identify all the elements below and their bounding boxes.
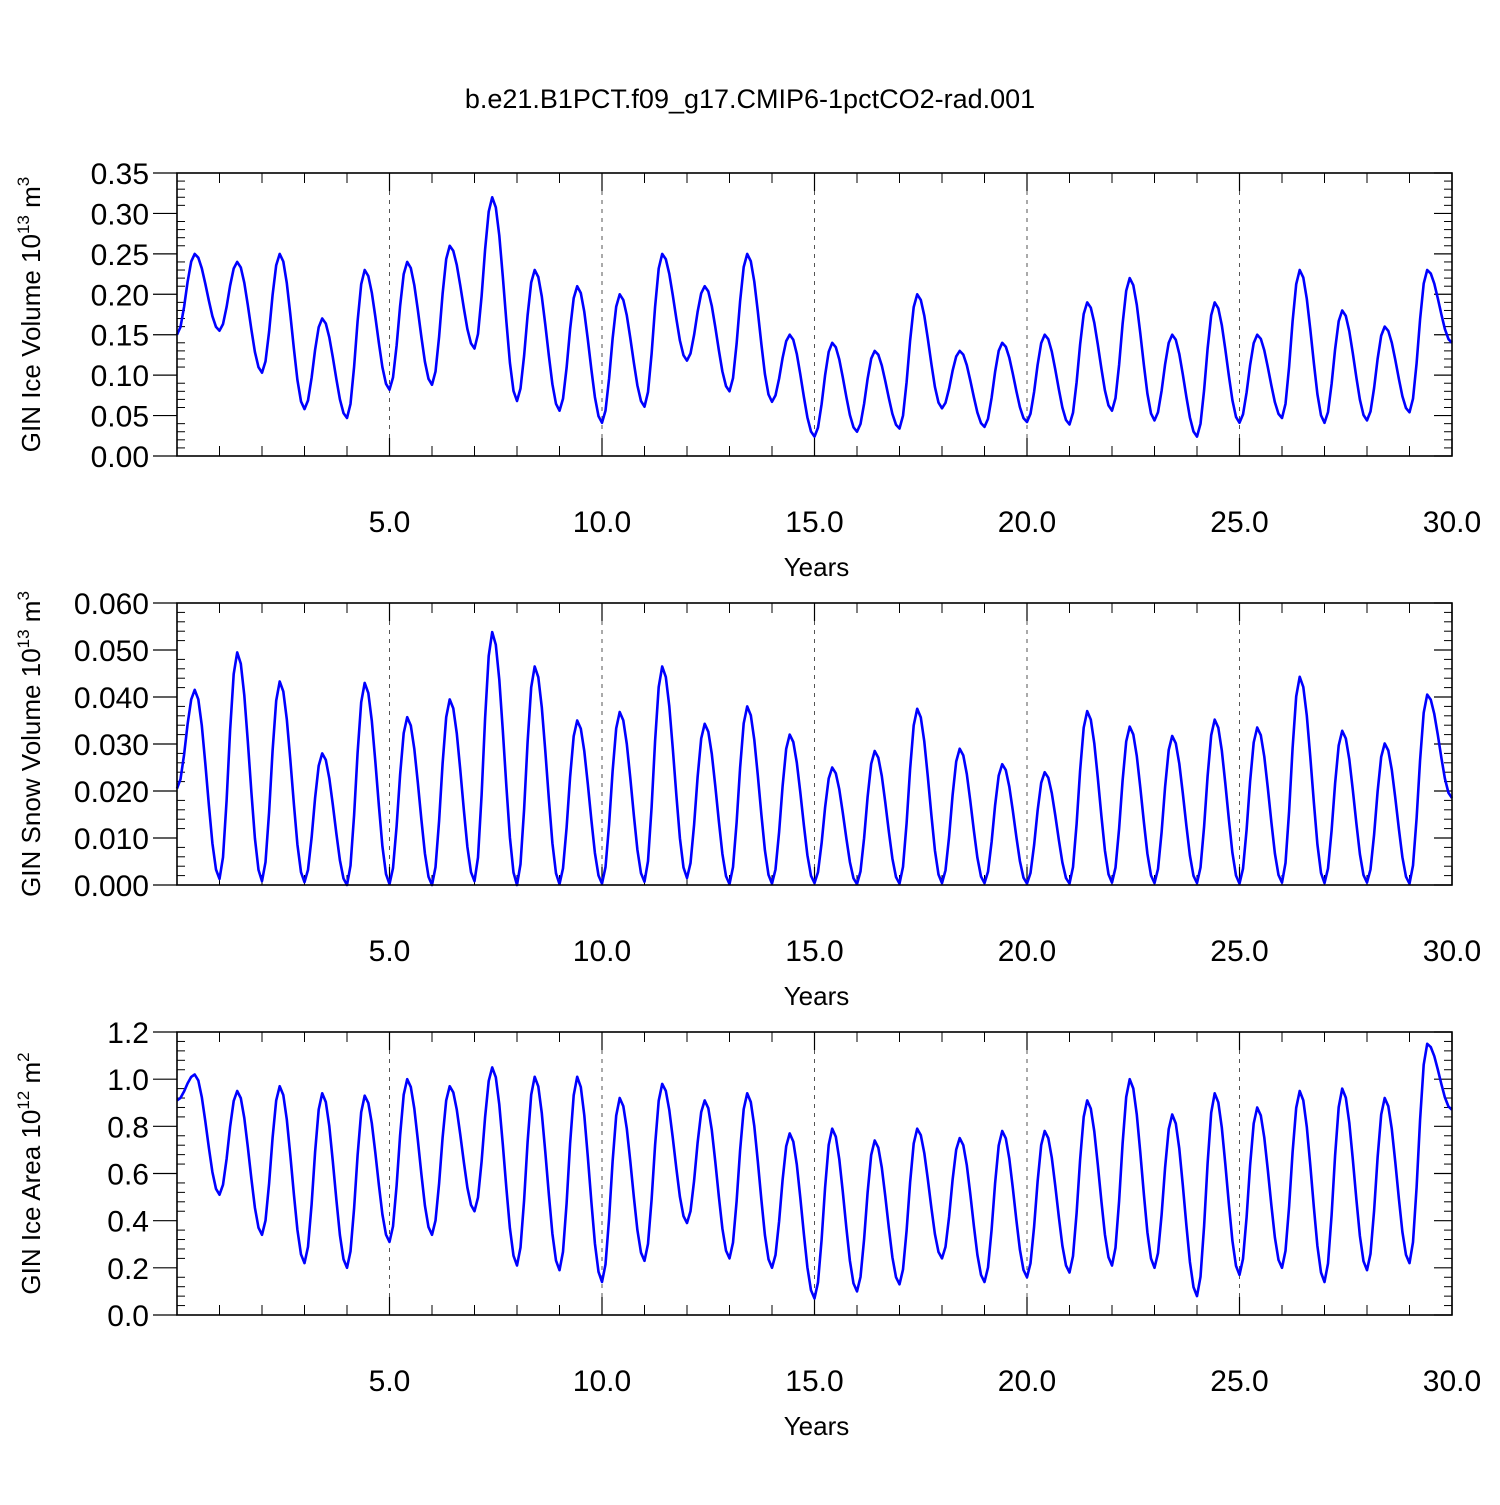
y-tick-label: 1.0 bbox=[107, 1064, 149, 1097]
x-tick-label: 25.0 bbox=[1210, 1365, 1268, 1398]
y-tick-label: 0.4 bbox=[107, 1206, 149, 1239]
y-axis-label-unit: m bbox=[16, 601, 46, 630]
y-axis-label-text: GIN Snow Volume 10 bbox=[16, 648, 46, 897]
x-tick-label: 15.0 bbox=[785, 1365, 843, 1398]
y-axis-label: GIN Snow Volume 1013 m3 bbox=[14, 591, 46, 897]
x-axis-label: Years bbox=[784, 981, 850, 1011]
x-tick-label: 25.0 bbox=[1210, 935, 1268, 968]
y-tick-label: 0.000 bbox=[74, 870, 149, 903]
y-tick-label: 0.35 bbox=[91, 158, 149, 191]
chart-panel-1: 0.00 0.05 0.10 0.15 0.20 0.25 0.30 0.35 5.0 10.0 1… bbox=[14, 158, 1481, 582]
x-tick-label: 20.0 bbox=[998, 1365, 1056, 1398]
y-tick-label: 0.00 bbox=[91, 441, 149, 474]
y-axis-label-exponent: 13 bbox=[14, 215, 33, 234]
x-tick-label: 20.0 bbox=[998, 506, 1056, 539]
x-axis-label: Years bbox=[784, 1411, 850, 1441]
y-tick-label: 0.10 bbox=[91, 360, 149, 393]
y-axis-label: GIN Ice Area 1012 m2 bbox=[14, 1052, 46, 1294]
y-axis-label-exponent: 13 bbox=[14, 629, 33, 648]
series-line bbox=[175, 630, 1454, 887]
x-tick-label: 15.0 bbox=[785, 506, 843, 539]
y-tick-label: 0.15 bbox=[91, 320, 149, 353]
x-tick-label: 5.0 bbox=[369, 1365, 411, 1398]
y-axis-label-unit: m bbox=[16, 186, 46, 215]
y-tick-label: 0.040 bbox=[74, 682, 149, 715]
chart-panel-2: 0.000 0.010 0.020 0.030 0.040 0.050 0.060 5.0 10… bbox=[14, 588, 1481, 1011]
y-tick-label: 0.20 bbox=[91, 279, 149, 312]
y-tick-label: 0.060 bbox=[74, 588, 149, 621]
y-axis-label-unit: m bbox=[16, 1062, 46, 1091]
y-tick-label: 0.2 bbox=[107, 1253, 149, 1286]
plot-frame bbox=[176, 172, 1453, 457]
y-tick-label: 0.030 bbox=[74, 729, 149, 762]
y-axis-label-exponent: 12 bbox=[14, 1091, 33, 1110]
y-tick-label: 0.010 bbox=[74, 823, 149, 856]
y-tick-label: 0.05 bbox=[91, 401, 149, 434]
x-tick-label: 30.0 bbox=[1423, 506, 1481, 539]
y-tick-label: 1.2 bbox=[107, 1017, 149, 1050]
y-tick-label: 0.020 bbox=[74, 776, 149, 809]
y-tick-label: 0.0 bbox=[107, 1300, 149, 1333]
chart-panel-3: 0.0 0.2 0.4 0.6 0.8 1.0 1.2 5.0 10.0 15.0 20.0 25.0… bbox=[14, 1017, 1481, 1441]
y-axis-label-text: GIN Ice Area 10 bbox=[16, 1110, 46, 1295]
y-tick-label: 0.6 bbox=[107, 1159, 149, 1192]
y-axis-label-text: GIN Ice Volume 10 bbox=[16, 234, 46, 452]
y-tick-label: 0.8 bbox=[107, 1111, 149, 1144]
series-line bbox=[175, 196, 1453, 438]
y-axis-label-unit-exponent: 3 bbox=[14, 177, 33, 186]
x-tick-label: 15.0 bbox=[785, 935, 843, 968]
plot-frame bbox=[176, 602, 1453, 886]
x-tick-label: 20.0 bbox=[998, 935, 1056, 968]
y-tick-label: 0.050 bbox=[74, 635, 149, 668]
x-tick-label: 10.0 bbox=[573, 506, 631, 539]
figure-title: b.e21.B1PCT.f09_g17.CMIP6-1pctCO2-rad.00… bbox=[464, 84, 1036, 114]
x-tick-label: 30.0 bbox=[1423, 1365, 1481, 1398]
plot-frame bbox=[176, 1031, 1453, 1316]
x-tick-label: 10.0 bbox=[573, 935, 631, 968]
x-tick-label: 5.0 bbox=[369, 935, 411, 968]
series-line bbox=[176, 1042, 1453, 1300]
y-axis-label-unit-exponent: 2 bbox=[14, 1052, 33, 1061]
y-axis-label-unit-exponent: 3 bbox=[14, 591, 33, 600]
x-tick-label: 30.0 bbox=[1423, 935, 1481, 968]
x-tick-label: 25.0 bbox=[1210, 506, 1268, 539]
y-tick-label: 0.25 bbox=[91, 239, 149, 272]
y-tick-label: 0.30 bbox=[91, 198, 149, 231]
x-tick-label: 5.0 bbox=[369, 506, 411, 539]
x-tick-label: 10.0 bbox=[573, 1365, 631, 1398]
x-axis-label: Years bbox=[784, 552, 850, 582]
y-axis-label: GIN Ice Volume 1013 m3 bbox=[14, 177, 46, 453]
